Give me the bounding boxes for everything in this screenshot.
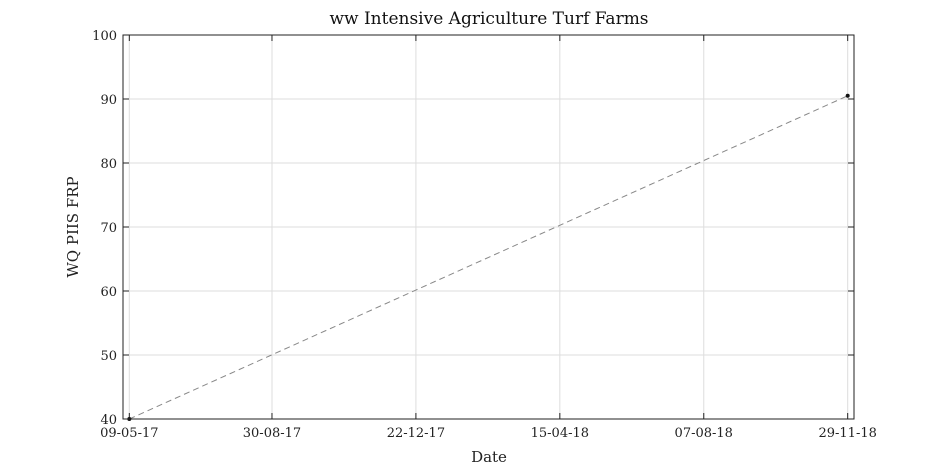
y-tick-label: 50: [100, 349, 117, 364]
series-line: [129, 95, 848, 420]
y-axis-title: WQ PIIS FRP: [64, 176, 82, 277]
y-tick-label: 100: [92, 29, 117, 44]
x-tick-label: 22-12-17: [387, 426, 445, 441]
data-point: [845, 93, 850, 98]
x-tick-label: 30-08-17: [243, 426, 301, 441]
y-tick-label: 90: [100, 93, 117, 108]
y-tick-label: 60: [100, 285, 117, 300]
x-tick-label: 07-08-18: [675, 426, 733, 441]
chart-title: ww Intensive Agriculture Turf Farms: [329, 9, 648, 29]
y-tick-label: 40: [100, 413, 117, 428]
x-tick-label: 29-11-18: [818, 426, 876, 441]
x-tick-label: 09-05-17: [100, 426, 158, 441]
y-tick-label: 80: [100, 157, 117, 172]
plot-frame: [122, 34, 855, 420]
tick-labels: 09-05-17 30-08-17 22-12-17 15-04-18 07-08-18…: [92, 29, 877, 441]
x-axis-title: Date: [471, 448, 507, 466]
y-tick-label: 70: [100, 221, 117, 236]
x-tick-label: 15-04-18: [531, 426, 589, 441]
